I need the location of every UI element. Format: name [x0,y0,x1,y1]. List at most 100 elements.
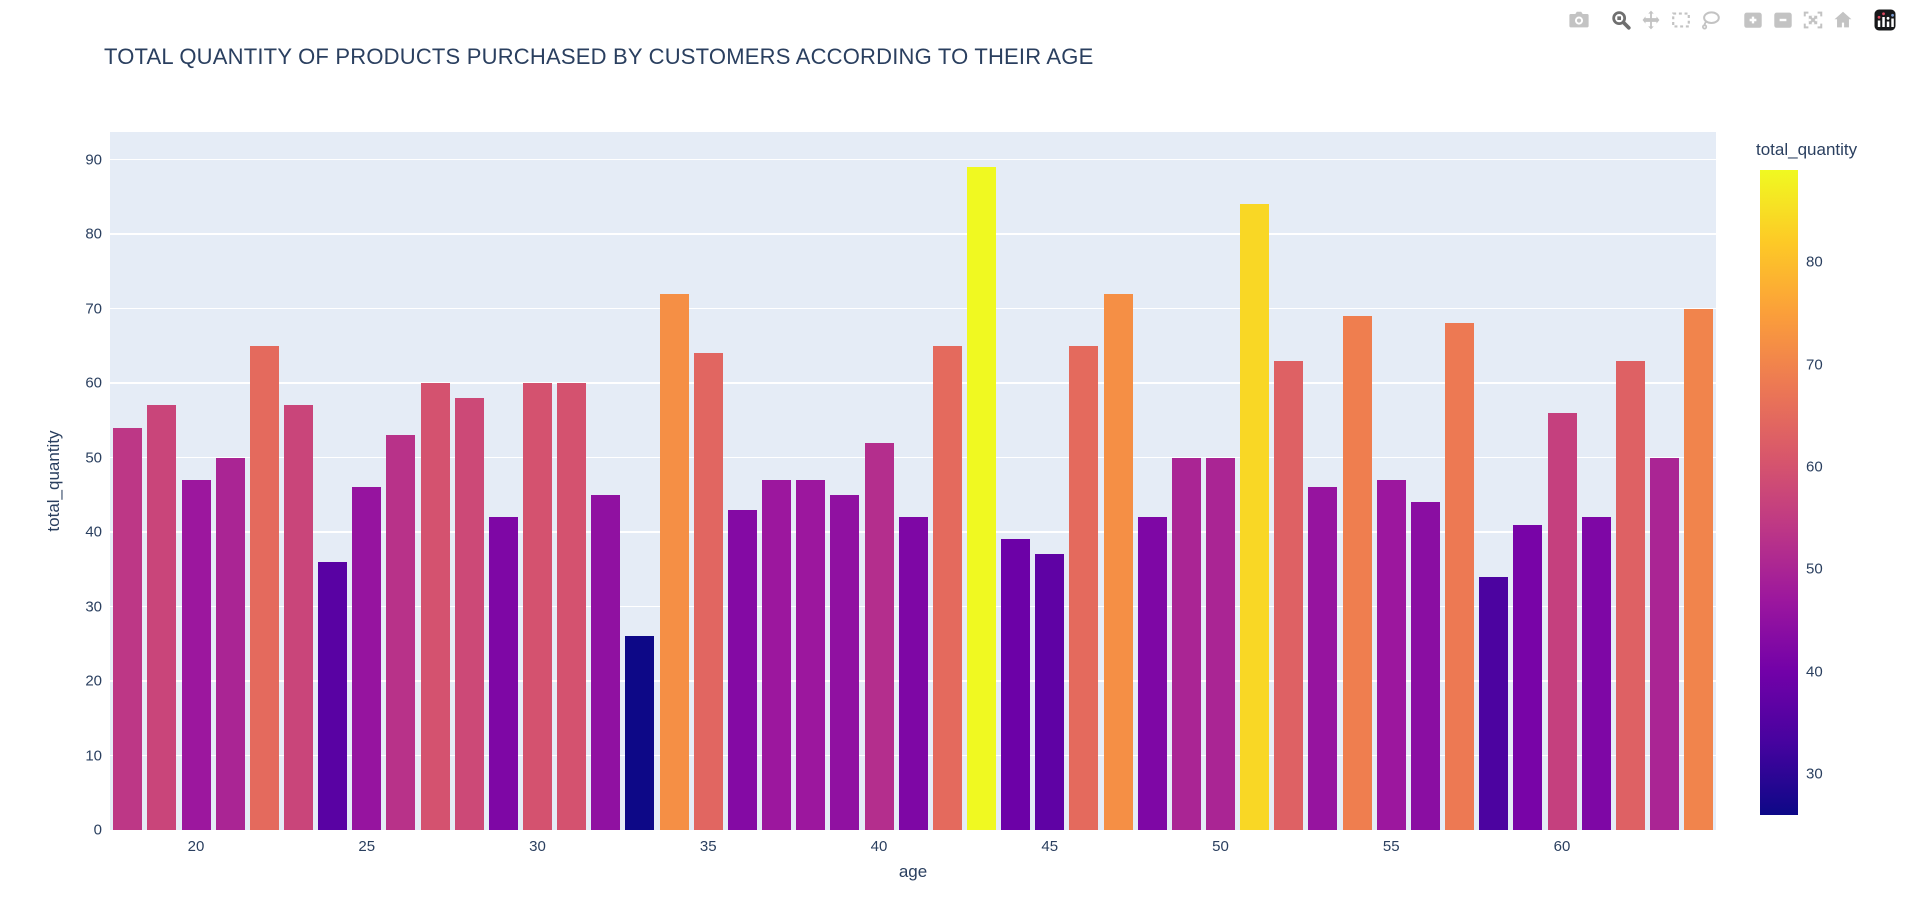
pan-mode-button[interactable] [1638,8,1664,32]
box-select-icon [1672,12,1690,28]
home-icon [1834,11,1852,28]
colorbar-gradient [1760,170,1798,815]
y-tick-label-0: 0 [93,821,102,839]
zoom-in-icon [1744,12,1762,28]
colorbar-tick-label-70: 70 [1806,356,1823,374]
lasso-select-button[interactable] [1698,8,1724,32]
plot-area[interactable] [110,132,1716,830]
bar-age-22 [249,345,279,830]
bar-age-53 [1308,487,1338,830]
bar-age-33 [625,636,655,830]
x-tick-label-35: 35 [699,838,717,855]
bar-age-40 [864,442,894,830]
autoscale-button[interactable] [1800,8,1826,32]
bar-age-31 [557,383,587,830]
camera-icon [1569,11,1589,28]
bar-age-59 [1513,524,1543,830]
bar-age-64 [1684,308,1714,830]
y-tick-label-20: 20 [85,672,102,690]
bar-age-57 [1445,323,1475,830]
bar-age-61 [1581,517,1611,830]
y-tick-label-40: 40 [85,523,102,541]
zoom-magnifier-icon [1612,11,1631,30]
y-tick-label-30: 30 [85,598,102,616]
bar-age-32 [591,494,621,830]
plotly-modebar [1552,8,1900,32]
y-tick-label-60: 60 [85,374,102,392]
plotly-logo-icon [1874,9,1896,31]
bar-age-39 [830,494,860,830]
autoscale-icon [1803,11,1823,29]
bar-age-20 [181,479,211,830]
bar-age-28 [454,397,484,830]
bar-age-19 [147,405,177,830]
y-tick-label-80: 80 [85,225,102,243]
download-plot-button[interactable] [1566,8,1592,32]
bar-age-62 [1615,360,1645,830]
bar-age-51 [1240,204,1270,830]
x-tick-label-55: 55 [1382,838,1400,855]
pan-icon [1642,10,1660,30]
bar-age-41 [898,517,928,830]
zoom-out-button[interactable] [1770,8,1796,32]
x-tick-label-50: 50 [1212,838,1229,855]
colorbar-tick-label-80: 80 [1806,253,1823,271]
colorbar-tick-label-50: 50 [1806,560,1823,578]
bar-age-30 [523,383,552,830]
x-tick-label-45: 45 [1041,838,1059,855]
bar-age-48 [1137,517,1167,830]
bar-age-50 [1206,457,1235,830]
chart-title: TOTAL QUANTITY OF PRODUCTS PURCHASED BY … [104,44,1094,69]
gridline-y-80 [110,233,1716,235]
bar-age-60 [1547,412,1577,830]
bar-age-21 [215,457,245,830]
y-tick-label-90: 90 [85,151,102,169]
lasso-select-icon [1702,11,1720,30]
y-tick-label-50: 50 [85,449,102,467]
colorbar-tick-label-30: 30 [1806,765,1823,783]
bar-age-26 [386,435,416,830]
zoom-out-icon [1774,12,1792,28]
bar-age-56 [1410,502,1440,830]
bar-age-34 [659,293,689,830]
gridline-y-70 [110,307,1716,310]
bar-age-35 [693,353,723,830]
gridline-y-50 [110,456,1716,459]
y-tick-label-70: 70 [85,300,102,318]
bar-age-25 [352,487,382,830]
bar-age-54 [1342,316,1372,830]
colorbar-tick-label-60: 60 [1806,458,1823,476]
colorbar-title: total_quantity [1756,140,1858,159]
bar-age-38 [796,479,826,830]
bar-age-36 [727,509,757,830]
box-select-button[interactable] [1668,8,1694,32]
x-tick-label-40: 40 [870,838,888,855]
plotly-logo-button[interactable] [1872,8,1898,32]
bar-age-42 [932,345,962,830]
bar-age-29 [488,517,518,830]
bar-age-49 [1171,457,1201,830]
bar-age-23 [283,405,313,830]
bar-age-46 [1069,345,1099,830]
reset-axes-button[interactable] [1830,8,1856,32]
zoom-in-button[interactable] [1740,8,1766,32]
bar-age-37 [762,479,792,830]
y-tick-label-10: 10 [85,747,102,764]
x-tick-label-20: 20 [187,838,205,855]
x-tick-label-30: 30 [529,838,546,855]
bar-age-63 [1649,457,1679,830]
bar-age-43 [966,167,996,830]
bar-age-47 [1103,293,1133,830]
zoom-mode-button[interactable] [1608,8,1634,32]
colorbar-tick-label-40: 40 [1806,663,1823,681]
bar-age-24 [318,561,348,830]
bar-age-55 [1376,479,1406,830]
bar-age-45 [1035,554,1065,830]
x-axis-title: age [898,862,928,881]
gridline-y-60 [110,382,1716,384]
x-tick-label-60: 60 [1553,838,1571,855]
x-tick-label-25: 25 [358,838,376,855]
bar-age-58 [1479,576,1509,830]
bar-age-52 [1274,360,1304,830]
